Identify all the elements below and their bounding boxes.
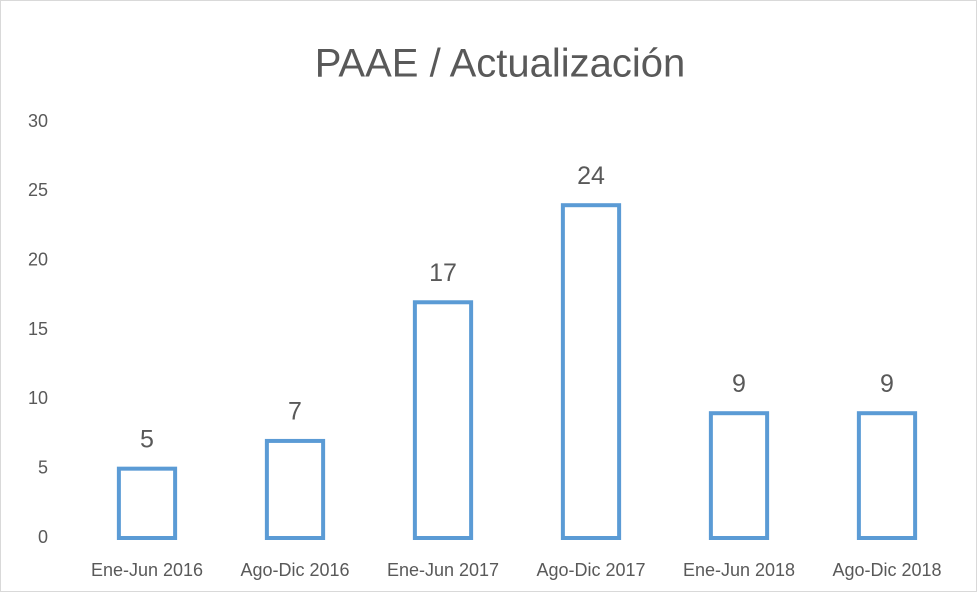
y-tick-label: 10 bbox=[28, 388, 48, 408]
data-label: 7 bbox=[288, 398, 302, 426]
x-tick-label: Ago-Dic 2016 bbox=[240, 560, 349, 580]
y-tick-label: 0 bbox=[38, 527, 48, 547]
data-label: 17 bbox=[429, 259, 457, 287]
x-tick-label: Ago-Dic 2017 bbox=[536, 560, 645, 580]
x-tick-label: Ene-Jun 2018 bbox=[683, 560, 795, 580]
bar bbox=[708, 411, 770, 541]
data-label: 24 bbox=[577, 162, 605, 190]
x-tick-label: Ene-Jun 2017 bbox=[387, 560, 499, 580]
y-tick-label: 30 bbox=[28, 111, 48, 131]
data-label: 5 bbox=[140, 425, 154, 453]
bar bbox=[856, 411, 918, 541]
y-tick-label: 15 bbox=[28, 319, 48, 339]
y-tick-label: 20 bbox=[28, 249, 48, 269]
x-tick-label: Ago-Dic 2018 bbox=[832, 560, 941, 580]
bar bbox=[264, 438, 326, 540]
chart-title: PAAE / Actualización bbox=[315, 42, 686, 86]
bar bbox=[560, 203, 622, 540]
bar bbox=[116, 466, 178, 540]
data-label: 9 bbox=[732, 370, 746, 398]
y-tick-label: 25 bbox=[28, 180, 48, 200]
bar bbox=[412, 300, 474, 540]
data-label: 9 bbox=[880, 370, 894, 398]
x-tick-label: Ene-Jun 2016 bbox=[91, 560, 203, 580]
y-tick-label: 5 bbox=[38, 457, 48, 477]
